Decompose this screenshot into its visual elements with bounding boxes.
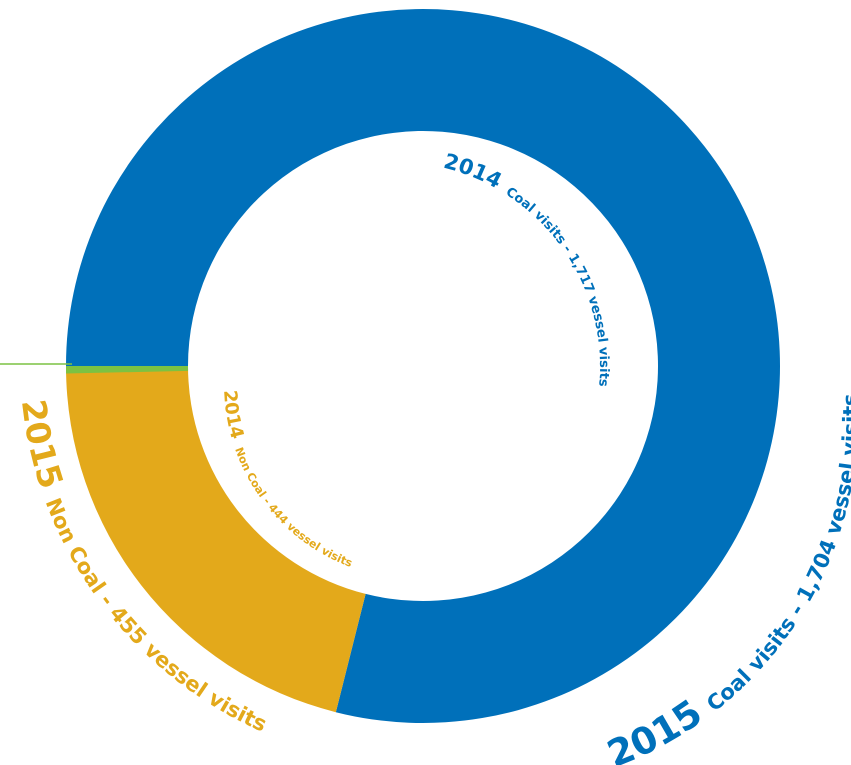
donut-slices [66, 8, 780, 723]
slice-2015-coal [66, 8, 780, 723]
accent-wedge [66, 366, 189, 374]
slice-2015-non-coal [66, 366, 366, 713]
label-2014-coal-text: Coal visits - 1,717 vessel visits [503, 185, 611, 388]
label-2014-coal-year: 2014 [441, 149, 505, 193]
label-2014-noncoal-year: 2014 [219, 389, 247, 441]
label-2015-noncoal-year: 2015 [14, 397, 71, 493]
label-2015-coal-year: 2015 [601, 691, 710, 765]
